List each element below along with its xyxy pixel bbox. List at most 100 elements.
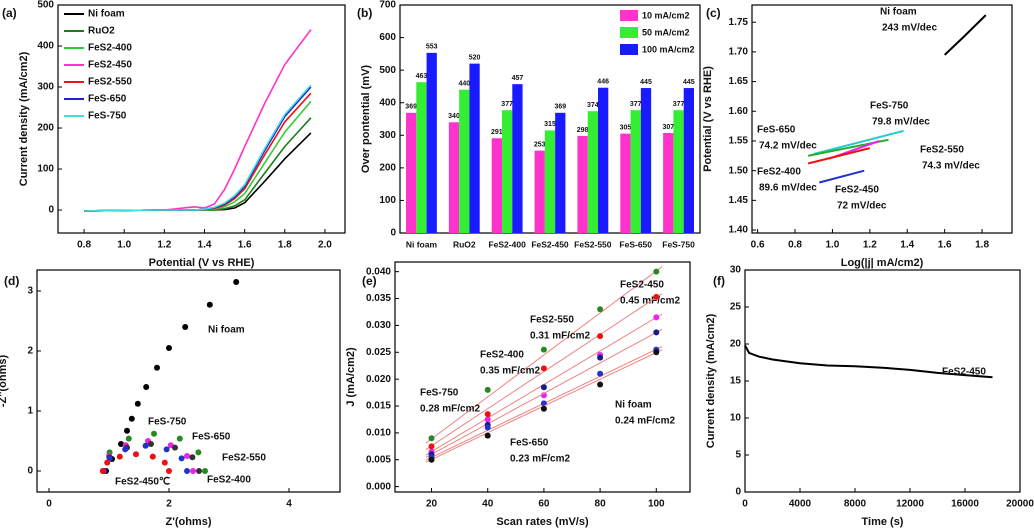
series-annotation: 243 mV/dec [882, 23, 937, 34]
bar-value-label: 291 [491, 129, 503, 136]
x-tick-label: 1.2 [863, 240, 877, 251]
data-point [206, 301, 213, 308]
y-tick-label: 400 [379, 97, 396, 108]
legend-swatch [620, 10, 638, 21]
bar-value-label: 377 [630, 101, 642, 108]
plot-frame [744, 269, 1021, 493]
legend-label: RuO2 [88, 26, 115, 37]
y-tick-label: 0.030 [366, 320, 391, 331]
data-point [142, 442, 149, 449]
data-point [154, 364, 160, 371]
legend-label: FeS-750 [88, 111, 127, 122]
data-point [195, 449, 202, 456]
series-annotation: 89.6 mV/dec [759, 183, 817, 194]
legend-label: 50 mA/cm2 [642, 27, 690, 37]
x-tick-label: FeS-650 [619, 239, 652, 249]
data-point [178, 455, 185, 462]
data-point [161, 459, 168, 466]
y-tick-label: 1.65 [729, 76, 749, 87]
data-point [484, 416, 491, 423]
series-label: Ni foam [208, 325, 245, 336]
panel-label: (f) [713, 274, 725, 288]
bar [459, 89, 470, 233]
x-axis-title: Z'(ohms) [166, 516, 212, 528]
series-label: FeS-650 [192, 432, 231, 443]
fit-line [425, 293, 663, 450]
data-point [540, 346, 547, 353]
data-point [134, 400, 141, 407]
x-tick-label: 0.6 [751, 240, 765, 251]
y-tick-label: 0.035 [366, 293, 391, 304]
x-tick-label: 1.2 [157, 240, 171, 251]
x-tick-label: FeS2-450 [531, 239, 569, 249]
y-tick-label: 0 [735, 487, 741, 498]
x-tick-label: 0.8 [77, 240, 91, 251]
panel-label: (a) [2, 6, 17, 20]
bar [448, 122, 460, 233]
bar [683, 88, 694, 233]
x-axis-title: Scan rates (mV/s) [496, 516, 589, 528]
x-tick-label: 2 [166, 499, 172, 510]
x-tick-label: 80 [595, 499, 607, 510]
data-point [176, 435, 183, 442]
x-tick-label: 1.4 [198, 240, 212, 251]
series-line [807, 147, 871, 165]
data-point [148, 441, 154, 447]
series-annotation: 72 mV/dec [837, 201, 887, 212]
data-point [172, 444, 178, 451]
series-line [84, 86, 312, 212]
bar-value-label: 445 [683, 79, 695, 86]
y-tick-label: 0.010 [366, 428, 391, 439]
series-label: FeS2-400 [757, 167, 801, 178]
x-tick-label: 12000 [896, 499, 924, 510]
data-point [428, 443, 435, 450]
data-point [182, 324, 189, 330]
bar-value-label: 520 [469, 54, 481, 61]
y-tick-label: 300 [379, 130, 396, 141]
series-label: FeS-750 [870, 101, 909, 112]
data-point [540, 405, 547, 412]
y-axis-title: Potential (V vs RHE) [702, 66, 714, 172]
data-point [125, 435, 132, 442]
series-label: FeS2-550 [920, 145, 964, 156]
y-tick-label: 0 [48, 205, 54, 216]
bar [491, 138, 502, 233]
series-label: FeS2-550 [222, 453, 266, 464]
bar-value-label: 377 [501, 101, 513, 108]
y-tick-label: 100 [37, 164, 54, 175]
bar-value-label: 446 [597, 79, 609, 86]
data-point [653, 293, 660, 300]
y-tick-label: 20 [730, 339, 742, 350]
data-point [484, 386, 491, 393]
bar [587, 111, 598, 233]
plot-frame [57, 4, 346, 234]
series-line [944, 14, 987, 56]
series-line [84, 117, 312, 212]
series-annotation: 74.2 mV/dec [759, 141, 817, 152]
y-tick-label: 0.005 [366, 454, 391, 465]
series-annotation: 0.35 mF/cm2 [480, 366, 540, 377]
plot-frame [36, 269, 341, 493]
x-tick-label: 1.6 [238, 240, 252, 251]
bar-value-label: 315 [544, 121, 556, 128]
bar [673, 110, 684, 233]
bar [544, 130, 556, 233]
x-tick-label: 1.6 [938, 240, 952, 251]
bar-value-label: 445 [640, 79, 652, 86]
x-tick-label: 4 [286, 499, 292, 510]
y-tick-label: 0 [390, 228, 396, 239]
y-tick-label: 30 [730, 265, 742, 276]
data-point [233, 279, 240, 285]
x-tick-label: 1.0 [117, 240, 131, 251]
x-tick-label: Ni foam [406, 239, 438, 249]
series-label: FeS2-450 [835, 185, 879, 196]
series-label: Ni foam [615, 400, 652, 411]
bar [534, 150, 545, 233]
data-point [122, 446, 129, 453]
data-point [133, 451, 139, 458]
series-line [813, 129, 904, 155]
y-tick-label: 200 [379, 162, 396, 173]
bar [663, 133, 674, 233]
y-axis-title: Over pontential (mV) [360, 65, 372, 174]
y-tick-label: 500 [37, 0, 54, 11]
